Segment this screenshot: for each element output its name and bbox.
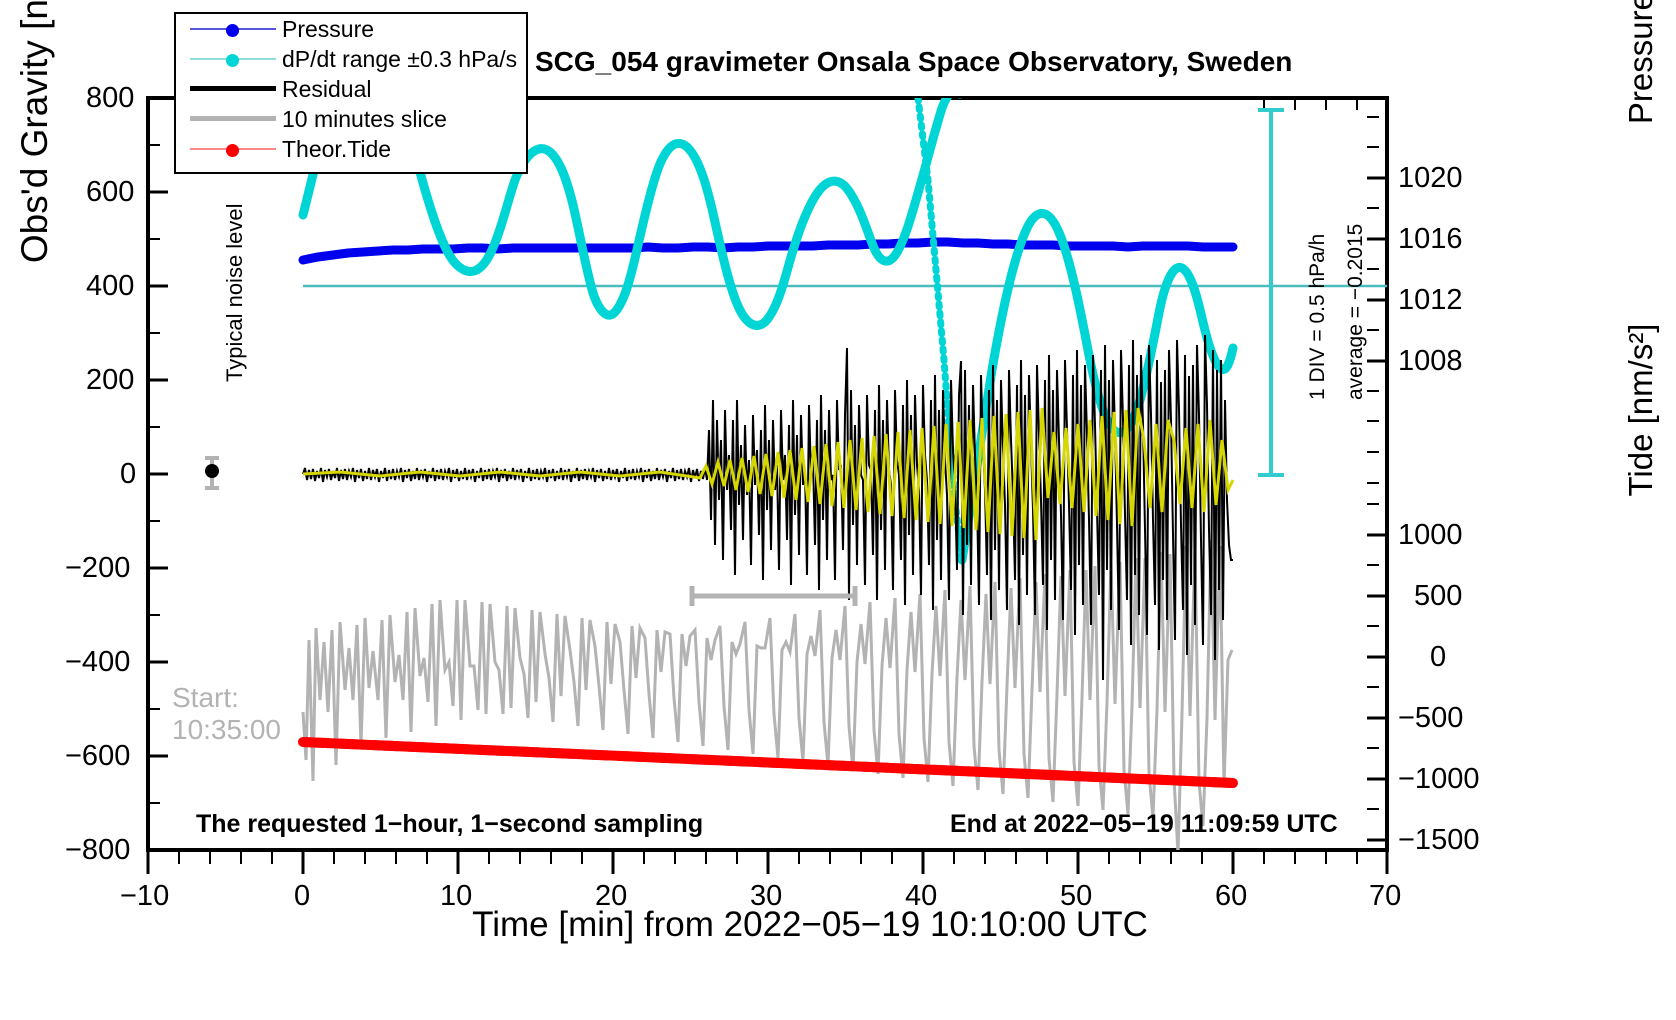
legend-label-pressure: Pressure [282,15,375,42]
y-axis-label-tide: Tide [nm/s²] [1622,323,1659,497]
xtick-label-20: 20 [595,880,628,912]
ytick-label-pressure-1000: 1000 [1398,519,1463,551]
ytick-label-tide-m1000: −1000 [1398,763,1480,795]
pressure-trace [298,237,1238,265]
footer-sampling-note: The requested 1−hour, 1−second sampling [196,810,704,838]
xtick-label-0: 0 [294,880,311,912]
x-axis-label: Time [min] from 2022−05−19 10:10:00 UTC [472,905,1148,944]
ytick-label-left-600: 600 [86,176,135,208]
legend-item-dpdt: dP/dt range ±0.3 hPa/s [184,44,526,74]
chart-title: SCG_054 gravimeter Onsala Space Observat… [535,46,1293,77]
ytick-label-pressure-1012: 1012 [1398,284,1463,316]
legend-swatch-residual [184,74,282,104]
legend-label-residual: Residual [282,75,372,102]
legend-label-slice: 10 minutes slice [282,105,447,132]
legend-swatch-theor-tide [184,134,282,164]
ytick-label-tide-500: 500 [1414,580,1463,612]
ytick-label-pressure-1008: 1008 [1398,345,1463,377]
slice-trace [301,539,1234,850]
start-time: 10:35:00 [172,714,281,746]
ytick-label-left-m400: −400 [65,646,131,678]
right-axis-ticks [1367,116,1387,842]
dpdt-scale-bar [1258,108,1284,477]
legend-swatch-dpdt [184,44,282,74]
start-annotation: Start: 10:35:00 [172,682,281,746]
typical-noise-label: Typical noise level [222,203,247,382]
xtick-label-60: 60 [1215,880,1248,912]
legend-item-theor-tide: Theor.Tide [184,134,526,164]
average-note: average = −0.2015 [1344,223,1367,400]
ytick-label-tide-0: 0 [1430,641,1447,673]
ytick-label-left-0: 0 [120,458,137,490]
ytick-label-left-m200: −200 [65,552,131,584]
start-label: Start: [172,682,239,713]
left-axis-ticks [148,96,168,852]
ytick-label-pressure-1016: 1016 [1398,223,1463,255]
xtick-label-10: 10 [440,880,473,912]
ytick-label-left-200: 200 [86,364,135,396]
y-axis-label-pressure: Pressure [hPa] [1622,0,1659,125]
ytick-label-left-400: 400 [86,270,135,302]
ytick-label-left-m600: −600 [65,740,131,772]
xtick-label-30: 30 [750,880,783,912]
xtick-label-m10: −10 [120,880,170,912]
ytick-label-tide-m500: −500 [1398,702,1464,734]
legend-item-slice: 10 minutes slice [184,104,526,134]
legend-swatch-slice [184,104,282,134]
legend-swatch-pressure [184,14,282,44]
div-scale-note: 1 DIV = 0.5 hPa/h [1306,233,1329,400]
top-axis-ticks [1263,98,1358,110]
legend-item-pressure: Pressure [184,14,526,44]
legend-item-residual: Residual [184,74,526,104]
xtick-label-70: 70 [1369,880,1402,912]
ytick-label-tide-m1500: −1500 [1398,824,1480,856]
y-axis-label-left: Obs'd Gravity [nm/s²] [14,0,55,264]
filtered-overlay-trace [302,407,1235,541]
theor-tide-dash-highlight [302,737,1234,788]
ytick-label-left-m800: −800 [65,834,131,866]
xtick-label-50: 50 [1060,880,1093,912]
ytick-label-pressure-1020: 1020 [1398,162,1463,194]
bottom-axis-ticks [146,850,1389,874]
ytick-label-left-800: 800 [86,82,135,114]
legend-label-dpdt: dP/dt range ±0.3 hPa/s [282,45,518,72]
slice-span-bar [689,586,858,606]
xtick-label-40: 40 [905,880,938,912]
footer-end-time: End at 2022−05−19 11:09:59 UTC [950,810,1338,838]
dpdt-trace [298,98,963,330]
chart-legend: Pressure dP/dt range ±0.3 hPa/s Residual… [174,12,528,174]
typical-noise-marker [205,456,219,490]
legend-label-theor-tide: Theor.Tide [282,135,392,162]
